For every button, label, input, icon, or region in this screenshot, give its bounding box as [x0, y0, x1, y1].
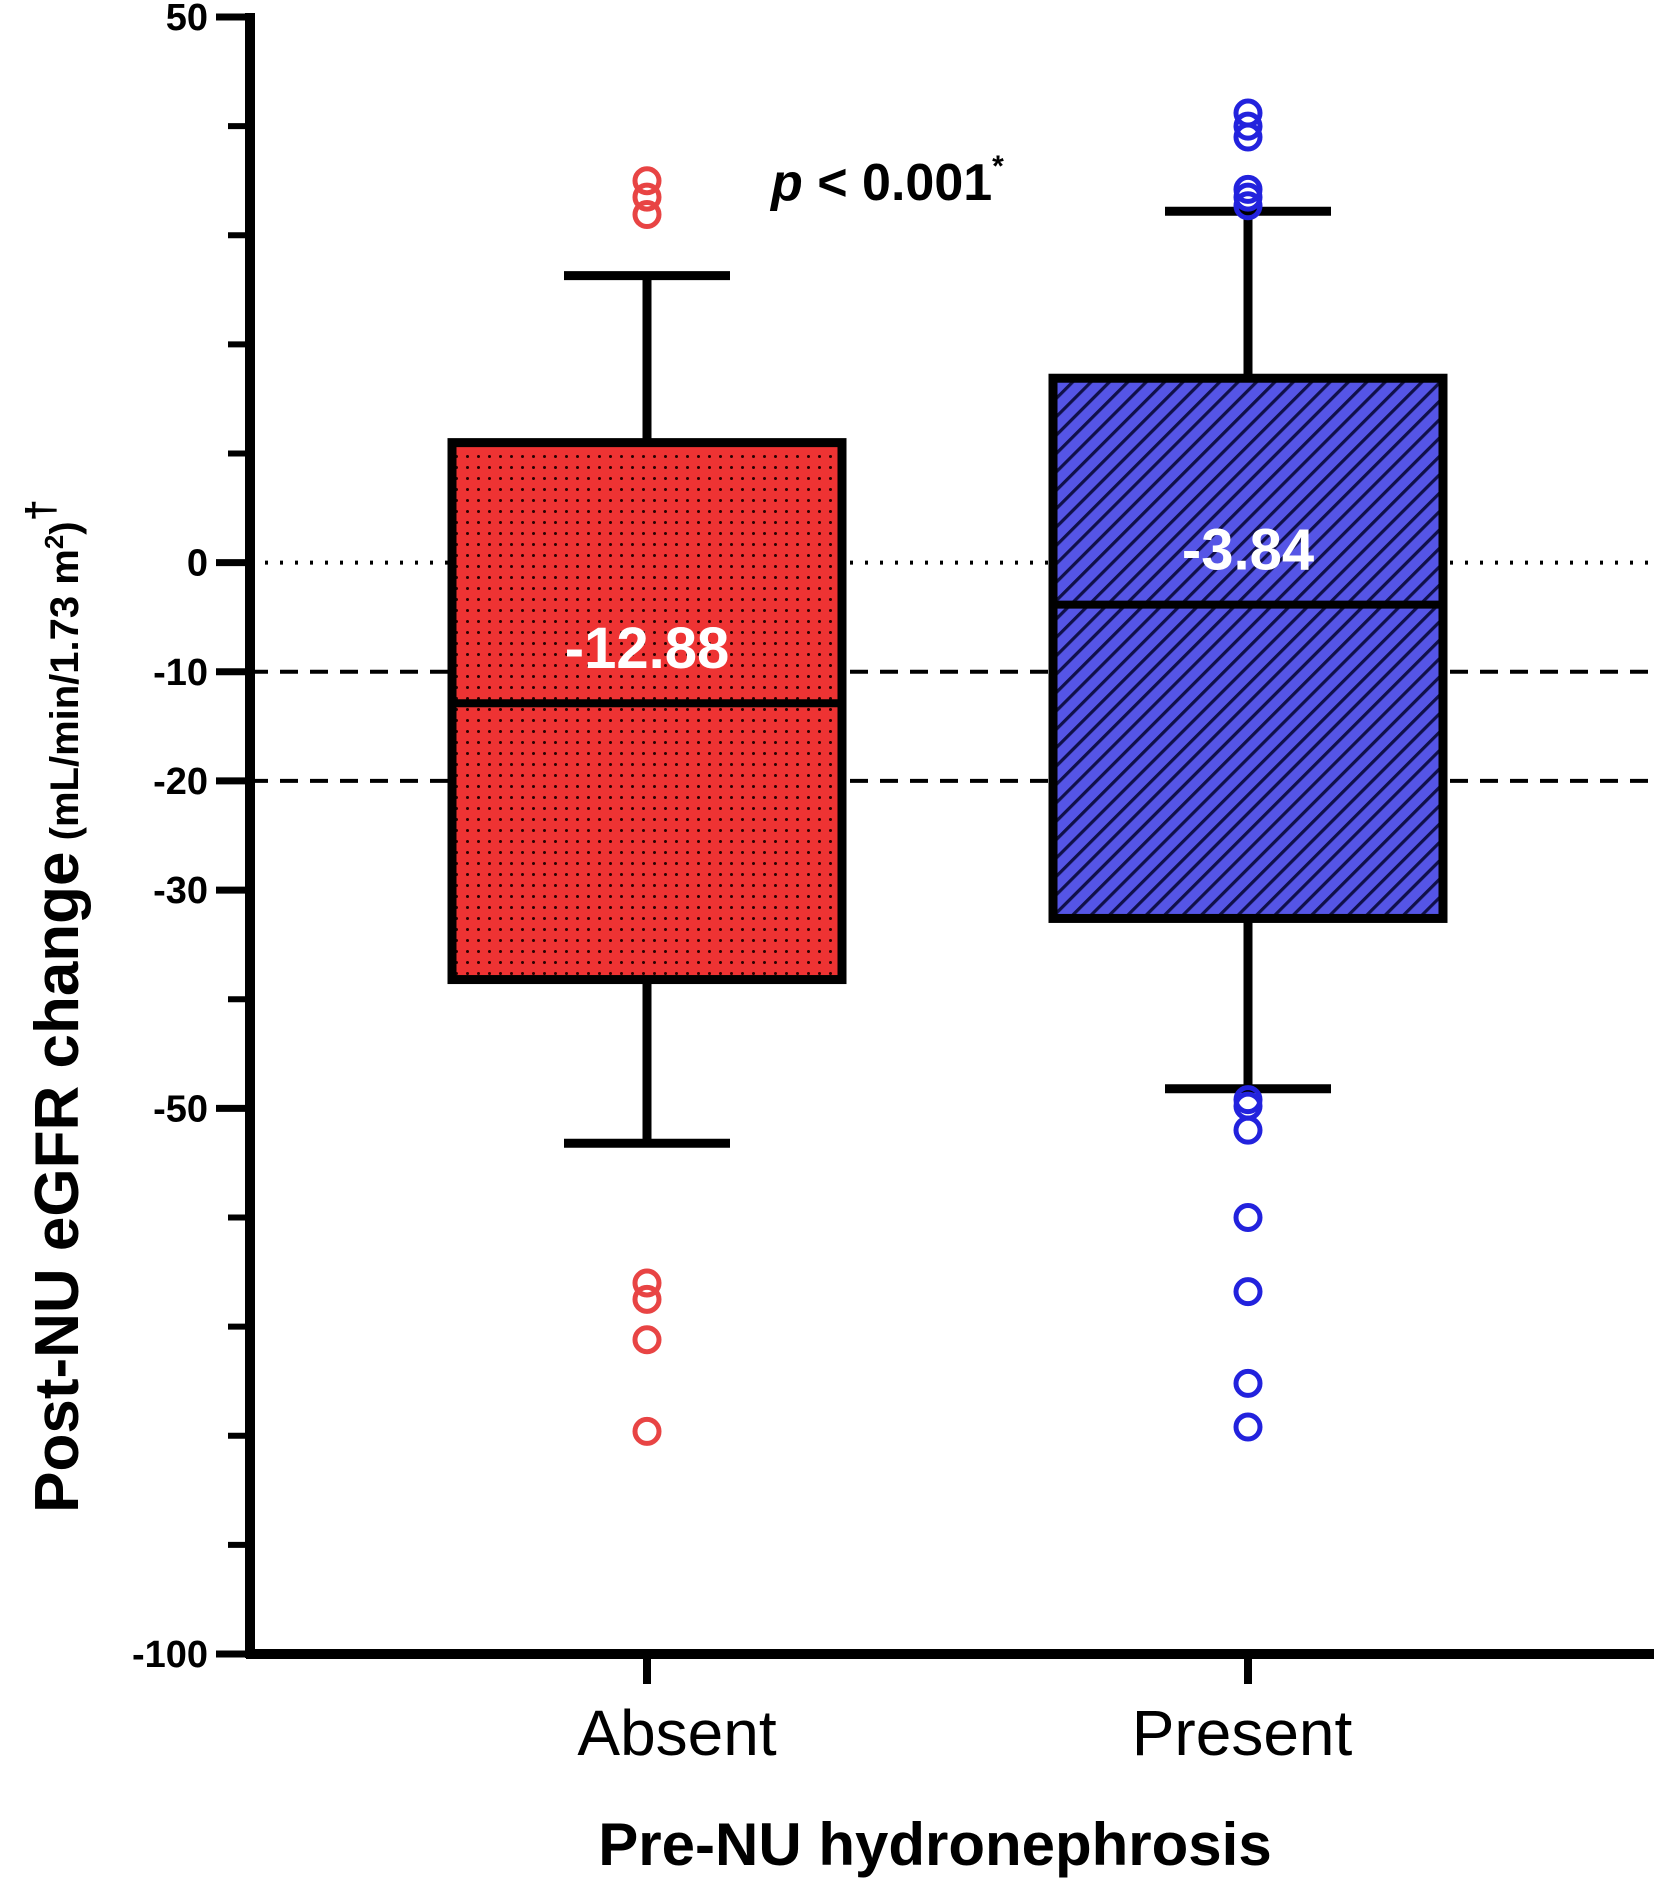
outlier-present-11	[1233, 1368, 1263, 1398]
outlier-absent-6	[632, 1416, 662, 1446]
outlier-absent-5	[632, 1325, 662, 1355]
box-present	[1048, 373, 1448, 923]
outlier-present-10	[1233, 1277, 1263, 1307]
median-label-absent: -12.88	[565, 616, 729, 681]
p-value-text: < 0.001	[803, 154, 992, 212]
y-tick-label-minus100: -100	[132, 1634, 208, 1676]
axes: 50 0 -10 -20 -30 -50 -100 Absent Present	[132, 0, 1654, 1769]
y-tick-label-minus50: -50	[153, 1088, 208, 1130]
outlier-present-8	[1233, 1115, 1263, 1145]
outlier-present-12	[1233, 1412, 1263, 1442]
y-axis-title-main: Post-NU eGFR change	[23, 851, 92, 1512]
y-tick-label-minus20: -20	[153, 761, 208, 803]
y-tick-label-minus10: -10	[153, 652, 208, 694]
outlier-absent-3	[632, 1268, 662, 1298]
y-tick-label-50: 50	[166, 0, 208, 39]
y-axis-unit-close: )	[43, 521, 87, 534]
p-value-annotation: p < 0.001*	[769, 150, 1004, 212]
median-label-present: -3.84	[1182, 518, 1314, 583]
y-axis-title-gap	[43, 840, 87, 851]
p-value-sup: *	[992, 150, 1004, 183]
boxes: -12.88 -3.84	[447, 98, 1448, 1446]
box-group-absent: -12.88	[447, 166, 847, 1446]
y-axis-title: Post-NU eGFR change (mL/min/1.73 m2)†	[19, 499, 92, 1513]
outlier-present-9	[1233, 1202, 1263, 1232]
y-axis-dagger: †	[19, 499, 63, 521]
outlier-present-2	[1233, 122, 1263, 152]
x-axis-title: Pre-NU hydronephrosis	[598, 1811, 1271, 1878]
x-tick-label-absent: Absent	[577, 1697, 776, 1769]
box-group-present: -3.84	[1048, 98, 1448, 1442]
outlier-present-1	[1233, 111, 1263, 141]
y-axis-unit: (mL/min/1.73 m	[43, 549, 87, 840]
x-tick-label-present: Present	[1132, 1697, 1353, 1769]
outlier-present-4	[1233, 182, 1263, 212]
y-tick-label-0: 0	[187, 543, 208, 585]
p-symbol: p	[769, 154, 803, 212]
box-absent	[447, 438, 847, 985]
y-axis-unit-sup: 2	[39, 535, 69, 549]
outlier-absent-1	[632, 182, 662, 212]
outlier-absent-4	[632, 1284, 662, 1314]
outlier-absent-0	[632, 166, 662, 196]
outlier-present-5	[1233, 191, 1263, 221]
y-tick-label-minus30: -30	[153, 870, 208, 912]
outlier-absent-2	[632, 200, 662, 230]
